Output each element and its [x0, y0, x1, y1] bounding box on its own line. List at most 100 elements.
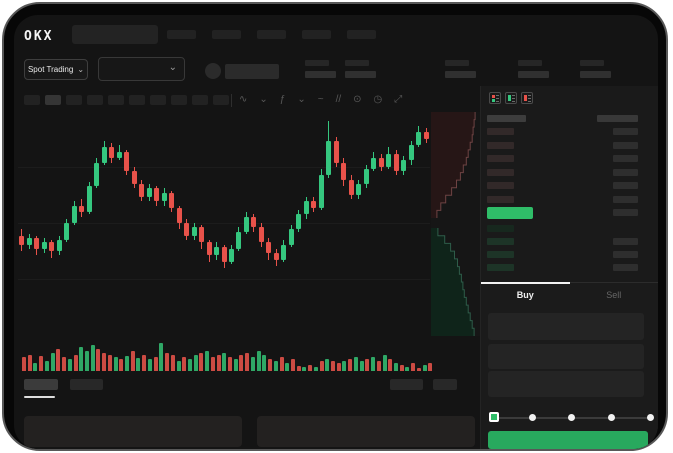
total-input[interactable]: [488, 371, 644, 397]
timeframe-button[interactable]: [108, 95, 124, 105]
bottom-action-placeholder[interactable]: [390, 379, 423, 390]
volume-bar: [336, 363, 341, 371]
timeframe-button[interactable]: [213, 95, 229, 105]
search-input[interactable]: [72, 25, 158, 44]
depth-chart: [431, 112, 480, 336]
slider-step-dot[interactable]: [647, 414, 654, 421]
candle: [116, 151, 122, 159]
line-tools-icon[interactable]: ~: [317, 94, 324, 105]
amount-input[interactable]: [488, 344, 644, 369]
volume-bar: [153, 357, 158, 371]
timeframe-button[interactable]: [150, 95, 166, 105]
candle: [191, 227, 197, 236]
volume-bar: [416, 368, 421, 371]
book-bids-icon[interactable]: [505, 92, 517, 104]
nav-item[interactable]: [167, 30, 196, 39]
stat-value-placeholder: [580, 71, 611, 78]
price-input[interactable]: [488, 313, 644, 340]
volume-bar: [182, 357, 187, 371]
candle: [296, 214, 302, 230]
orderbook-header-price: [487, 115, 526, 122]
candle: [184, 223, 190, 236]
trade-panel: Buy Sell: [481, 282, 658, 449]
market-type-dropdown[interactable]: Spot Trading ⌄: [24, 59, 88, 80]
volume-bar: [256, 351, 261, 371]
slider-handle[interactable]: [489, 412, 499, 422]
volume-bar: [113, 357, 118, 371]
bottom-action-placeholder[interactable]: [433, 379, 457, 390]
volume-bar: [376, 361, 381, 371]
bid-amount-placeholder: [613, 264, 638, 271]
buy-submit-button[interactable]: [488, 431, 648, 449]
timeframe-button[interactable]: [45, 95, 61, 105]
candle: [34, 238, 40, 249]
toolbar-divider: [231, 94, 232, 107]
ask-price-placeholder: [487, 141, 514, 149]
volume-bar: [428, 363, 433, 371]
ticker-stat: [445, 60, 479, 78]
tab-buy[interactable]: Buy: [516, 290, 534, 300]
timeframe-button[interactable]: [171, 95, 187, 105]
candle: [71, 205, 77, 223]
candle: [56, 240, 62, 252]
indicators-icon[interactable]: ∿: [239, 94, 248, 105]
volume-bar: [62, 357, 67, 371]
candle: [356, 184, 362, 195]
book-all-icon[interactable]: [489, 92, 501, 104]
stat-label-placeholder: [445, 60, 469, 66]
chevron-down-icon: ⌄: [77, 65, 85, 74]
market-type-label: Spot Trading: [27, 65, 74, 74]
volume-bar: [273, 361, 278, 371]
slider-step-dot[interactable]: [568, 414, 575, 421]
timeframe-button[interactable]: [87, 95, 103, 105]
last-amount-placeholder: [613, 209, 638, 216]
candle-type-icon[interactable]: ƒ: [279, 94, 286, 105]
compare-icon[interactable]: //: [335, 94, 342, 105]
candle: [19, 235, 25, 245]
candle: [146, 188, 152, 198]
timeframe-button[interactable]: [129, 95, 145, 105]
ask-price-placeholder: [487, 128, 514, 135]
ask-amount-placeholder: [613, 168, 638, 176]
nav-item[interactable]: [212, 30, 241, 39]
volume-bar: [136, 358, 141, 371]
time-icon[interactable]: ◷: [373, 94, 383, 105]
pair-coin-icon: [205, 63, 221, 79]
volume-bar: [130, 351, 135, 371]
stat-label-placeholder: [518, 60, 542, 66]
fullscreen-icon[interactable]: ⤢: [394, 94, 403, 105]
nav-item[interactable]: [302, 30, 331, 39]
volume-bar: [39, 356, 44, 371]
ask-amount-placeholder: [613, 155, 638, 162]
bid-price-placeholder: [487, 264, 514, 271]
screenshot-icon[interactable]: ⊙: [353, 94, 362, 105]
pair-selector-dropdown[interactable]: ⌄: [98, 57, 185, 81]
candle: [326, 140, 332, 176]
timeframe-button[interactable]: [24, 95, 40, 105]
chevron-down-icon[interactable]: ⌄: [297, 94, 306, 105]
nav-item[interactable]: [257, 30, 286, 39]
stat-label-placeholder: [305, 60, 329, 66]
candle: [311, 201, 317, 208]
nav-item[interactable]: [347, 30, 376, 39]
candle: [161, 192, 167, 202]
slider-step-dot[interactable]: [607, 414, 615, 421]
candlestick-chart[interactable]: [18, 111, 430, 335]
candle: [109, 147, 115, 159]
slider-step-dot[interactable]: [528, 414, 536, 421]
tab-sell[interactable]: Sell: [606, 290, 622, 300]
volume-bar: [411, 363, 416, 371]
timeframe-button[interactable]: [192, 95, 208, 105]
chevron-down-icon[interactable]: ⌄: [259, 94, 268, 105]
candle: [221, 246, 227, 262]
book-asks-icon[interactable]: [521, 92, 533, 104]
volume-bar: [142, 355, 147, 371]
bottom-tab-history[interactable]: [70, 379, 103, 390]
candle: [94, 162, 100, 187]
candle: [416, 132, 422, 146]
timeframe-button[interactable]: [66, 95, 82, 105]
candle: [363, 169, 369, 185]
volume-bar: [107, 355, 112, 371]
bottom-tab-orders[interactable]: [24, 379, 58, 390]
bid-price-placeholder: [487, 238, 514, 245]
